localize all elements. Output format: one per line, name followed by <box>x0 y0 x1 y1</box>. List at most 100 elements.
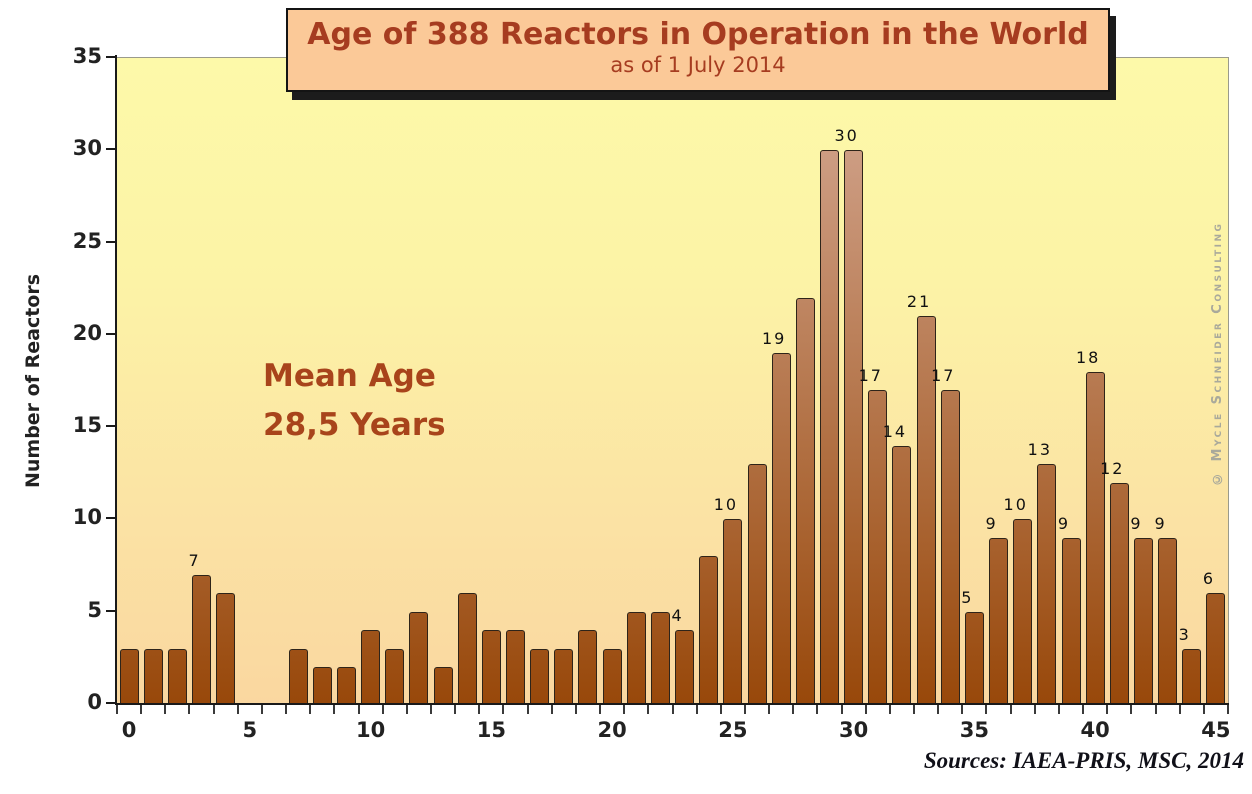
bar-value-label-age-27: 19 <box>761 329 787 349</box>
bar-age-39 <box>1061 537 1081 704</box>
x-tick-22 <box>647 705 650 714</box>
bar-age-28 <box>795 297 815 704</box>
x-tick-10 <box>357 705 360 714</box>
x-tick-7 <box>285 705 288 714</box>
bar-age-27 <box>771 353 791 704</box>
x-tick-21 <box>623 705 626 714</box>
y-tick-label-20: 20 <box>72 320 102 345</box>
chart-subtitle: as of 1 July 2014 <box>610 53 786 77</box>
bar-age-41 <box>1109 482 1129 704</box>
mean-age-line1: Mean Age <box>263 358 436 394</box>
bar-value-label-age-25: 10 <box>713 495 739 515</box>
y-tick-25 <box>106 240 115 243</box>
bar-age-32 <box>892 445 912 704</box>
x-tick-label-15: 15 <box>476 718 506 742</box>
y-axis-title: Number of Reactors <box>22 273 44 489</box>
y-tick-label-15: 15 <box>72 413 102 438</box>
bar-value-label-age-41: 12 <box>1100 458 1125 478</box>
bars-layer: 7 4 10 19 30 17 14 21 17 5 9 10 13 9 18 12 9 9 3 6 <box>117 58 1228 704</box>
x-tick-28 <box>792 705 795 714</box>
bar-age-23 <box>675 630 695 704</box>
bar-age-20 <box>602 648 622 704</box>
bar-age-25 <box>723 519 743 704</box>
x-tick-9 <box>333 705 336 714</box>
bar-age-35 <box>964 611 984 704</box>
y-axis-line <box>115 55 117 705</box>
x-tick-18 <box>550 705 553 714</box>
x-tick-label-20: 20 <box>597 718 627 742</box>
x-tick-35 <box>961 705 964 714</box>
bar-age-15 <box>481 630 501 704</box>
x-tick-label-35: 35 <box>959 718 989 742</box>
bar-value-label-age-45: 6 <box>1202 569 1216 589</box>
x-tick-14 <box>454 705 457 714</box>
x-tick-36 <box>985 705 988 714</box>
bar-age-12 <box>409 611 429 704</box>
bar-age-8 <box>312 667 332 704</box>
bar-value-label-age-31: 17 <box>858 366 883 386</box>
x-tick-16 <box>502 705 505 714</box>
bar-age-16 <box>506 630 525 704</box>
bar-value-label-age-33: 21 <box>906 292 932 312</box>
x-tick-20 <box>599 705 602 714</box>
bar-age-30 <box>844 150 864 704</box>
x-tick-11 <box>381 705 384 714</box>
watermark-credit: © Mycle Schneider Consulting <box>1210 221 1225 486</box>
bar-value-label-age-44: 3 <box>1178 624 1191 644</box>
bar-age-17 <box>530 648 550 704</box>
bar-age-1 <box>143 648 163 704</box>
bar-age-29 <box>819 150 839 704</box>
y-tick-5 <box>106 609 115 612</box>
x-tick-6 <box>260 705 263 714</box>
bar-value-label-age-32: 14 <box>882 421 908 441</box>
bar-value-label-age-30: 30 <box>834 126 859 146</box>
y-tick-0 <box>106 702 115 704</box>
plot-area: 7 4 10 19 30 17 14 21 17 5 9 10 13 9 18 12 9 9 3 6 © Mycle … <box>117 57 1229 704</box>
y-tick-20 <box>106 332 115 335</box>
bar-age-38 <box>1037 464 1057 704</box>
bar-value-label-age-36: 9 <box>985 513 998 533</box>
x-tick-24 <box>695 705 698 714</box>
bar-age-26 <box>747 464 767 704</box>
x-tick-31 <box>864 705 867 714</box>
bar-age-0 <box>119 648 139 704</box>
bar-age-11 <box>385 648 405 704</box>
x-tick-42 <box>1130 705 1133 714</box>
y-tick-label-30: 30 <box>72 136 102 161</box>
bar-age-21 <box>626 611 646 704</box>
x-tick-15 <box>478 705 481 714</box>
bar-age-43 <box>1158 537 1178 704</box>
x-tick-44 <box>1178 705 1181 714</box>
bar-age-22 <box>650 611 670 704</box>
bar-age-9 <box>336 667 356 704</box>
x-tick-43 <box>1154 705 1157 714</box>
x-tick-19 <box>574 705 577 714</box>
y-tick-15 <box>106 425 115 428</box>
x-tick-5 <box>236 705 239 714</box>
mean-age-annotation: Mean Age 28,5 Years <box>263 352 446 450</box>
x-tick-13 <box>429 705 432 714</box>
bar-value-label-age-38: 13 <box>1027 440 1053 460</box>
mean-age-line2: 28,5 Years <box>263 407 446 443</box>
x-tick-25 <box>719 705 722 714</box>
x-tick-30 <box>840 705 843 714</box>
x-tick-label-45: 45 <box>1201 718 1231 742</box>
bar-value-label-age-42: 9 <box>1130 513 1143 533</box>
x-tick-40 <box>1082 705 1085 714</box>
bar-age-14 <box>457 593 477 704</box>
x-tick-38 <box>1033 705 1036 714</box>
bar-age-33 <box>916 316 936 704</box>
bar-value-label-age-43: 9 <box>1154 513 1167 533</box>
bar-value-label-age-39: 9 <box>1057 513 1071 533</box>
x-tick-23 <box>671 705 674 714</box>
x-tick-4 <box>212 705 215 714</box>
x-tick-37 <box>1009 705 1012 714</box>
sources-credit: Sources: IAEA-PRIS, MSC, 2014 <box>923 748 1244 773</box>
bar-age-7 <box>288 648 308 704</box>
y-tick-label-35: 35 <box>72 44 102 68</box>
bar-age-45 <box>1206 593 1226 704</box>
bar-age-13 <box>433 667 453 704</box>
y-tick-30 <box>106 148 115 151</box>
bar-age-37 <box>1013 519 1033 704</box>
